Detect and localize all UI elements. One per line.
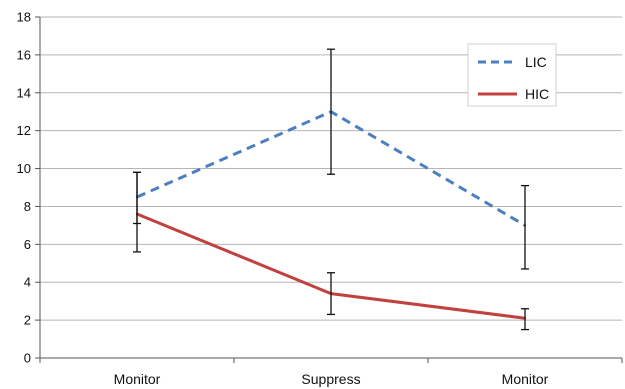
y-tick-label: 18 [17, 10, 31, 25]
y-tick-label: 10 [17, 161, 31, 176]
y-tick-label: 4 [24, 275, 31, 290]
legend-label-lic: LIC [525, 54, 547, 70]
y-tick-label: 0 [24, 351, 31, 366]
y-tick-label: 2 [24, 313, 31, 328]
x-category-label: Suppress [301, 371, 360, 387]
y-tick-label: 8 [24, 199, 31, 214]
y-tick-label: 14 [17, 85, 31, 100]
y-tick-label: 12 [17, 123, 31, 138]
y-tick-label: 6 [24, 237, 31, 252]
error-bars [133, 48, 529, 331]
legend-box [467, 43, 557, 107]
x-category-label: Monitor [114, 371, 161, 387]
x-category-label: Monitor [502, 371, 549, 387]
legend: LIC HIC [467, 43, 557, 107]
axes: 0 2 4 6 8 10 12 14 16 18 Monitor Suppress Monitor [17, 10, 623, 387]
y-tick-label: 16 [17, 47, 31, 62]
legend-label-hic: HIC [525, 86, 549, 102]
